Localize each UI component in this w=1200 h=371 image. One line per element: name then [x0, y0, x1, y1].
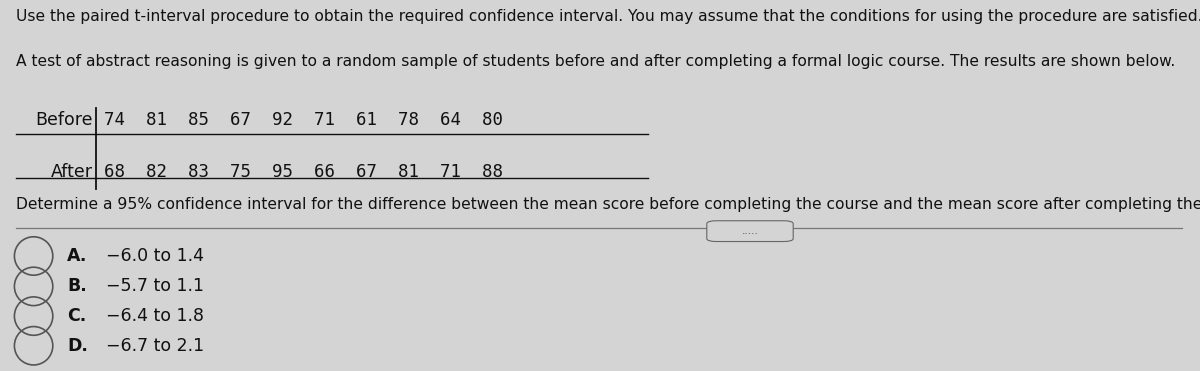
Text: 74  81  85  67  92  71  61  78  64  80: 74 81 85 67 92 71 61 78 64 80	[104, 111, 504, 129]
Text: A test of abstract reasoning is given to a random sample of students before and : A test of abstract reasoning is given to…	[16, 54, 1175, 69]
Text: Before: Before	[35, 111, 92, 129]
Text: Use the paired t-interval procedure to obtain the required confidence interval. : Use the paired t-interval procedure to o…	[16, 9, 1200, 24]
Text: −6.0 to 1.4: −6.0 to 1.4	[106, 247, 204, 265]
Text: −6.4 to 1.8: −6.4 to 1.8	[106, 307, 204, 325]
Text: −5.7 to 1.1: −5.7 to 1.1	[106, 278, 204, 295]
FancyBboxPatch shape	[707, 221, 793, 242]
Text: After: After	[50, 163, 92, 181]
Text: 68  82  83  75  95  66  67  81  71  88: 68 82 83 75 95 66 67 81 71 88	[104, 163, 504, 181]
Text: A.: A.	[67, 247, 88, 265]
Text: .....: .....	[742, 226, 758, 236]
Text: C.: C.	[67, 307, 86, 325]
Text: Determine a 95% confidence interval for the difference between the mean score be: Determine a 95% confidence interval for …	[16, 197, 1200, 211]
Text: B.: B.	[67, 278, 86, 295]
Text: −6.7 to 2.1: −6.7 to 2.1	[106, 337, 204, 355]
Text: D.: D.	[67, 337, 88, 355]
